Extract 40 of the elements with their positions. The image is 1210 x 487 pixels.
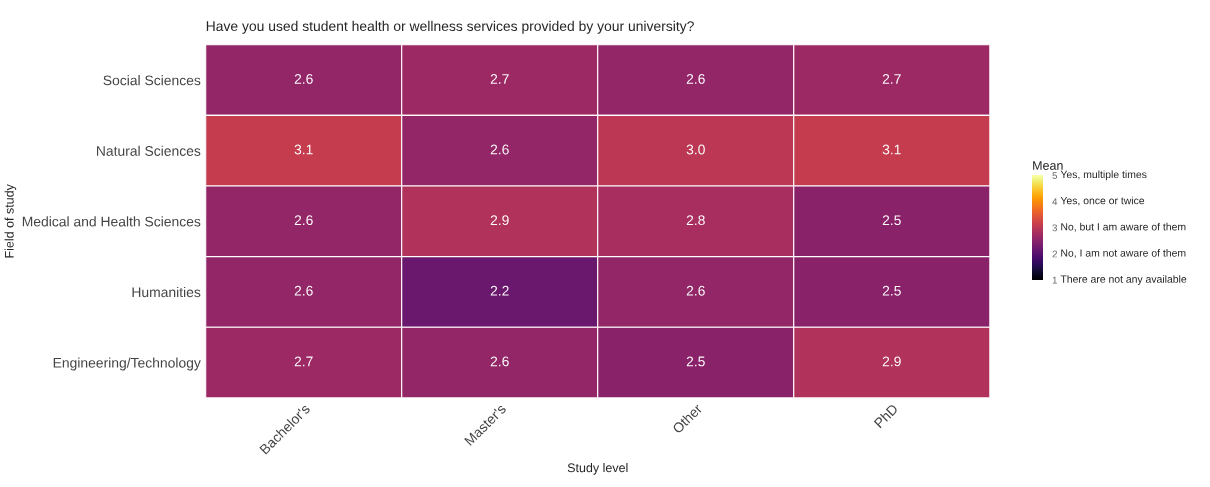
text: No, but I am aware of them [1061,222,1186,232]
color-bar-title: Mean [1033,161,1063,170]
y-tick-label: Social Sciences [103,75,201,86]
data-label: 2.6 [294,215,313,226]
data-label: 2.9 [490,215,509,226]
color-bar-label: 3 [1052,224,1058,232]
data-label: 3.1 [294,144,313,155]
data-label: 2.6 [686,285,705,296]
color-bar-label: 1 [1052,276,1057,284]
color-bar-label: 4 [1052,198,1058,206]
data-label: 2.7 [882,74,901,84]
data-label: 2.8 [686,215,705,226]
data-label: 3.1 [882,144,901,155]
data-label: 2.5 [882,285,901,296]
data-label: 2.6 [686,74,705,84]
text: No, I am not aware of them [1061,248,1186,258]
data-label: 3.0 [686,144,705,155]
y-axis-title: Field of study [4,184,17,258]
data-label: 2.5 [882,215,901,226]
data-label: 2.6 [294,285,313,296]
color-bar-label: 2 [1052,250,1057,258]
text: There are not any available [1060,275,1187,285]
y-tick-label: Medical and Health Sciences [22,216,201,227]
color-bar-label: 5 [1052,172,1058,179]
y-tick-label: Natural Sciences [97,145,201,156]
data-label: 2.6 [490,356,509,367]
text: Yes, multiple times [1060,170,1147,181]
data-label: 2.6 [294,74,313,84]
text: Yes, once or twice [1060,196,1145,206]
data-label: 2.7 [294,356,313,367]
x-axis-title: Study level [567,463,628,475]
data-label: 2.6 [490,144,509,155]
data-label: 2.7 [490,74,509,84]
y-tick-label: Engineering/Technology [53,357,201,371]
data-label: 2.9 [882,356,901,367]
y-tick-label: Humanities [132,286,201,298]
x-tick-label: PhD [873,403,899,429]
chart-title: Have you used student health or wellness services provided by your university? [206,20,694,34]
data-label: 2.5 [686,356,705,367]
data-label: 2.2 [490,285,509,296]
